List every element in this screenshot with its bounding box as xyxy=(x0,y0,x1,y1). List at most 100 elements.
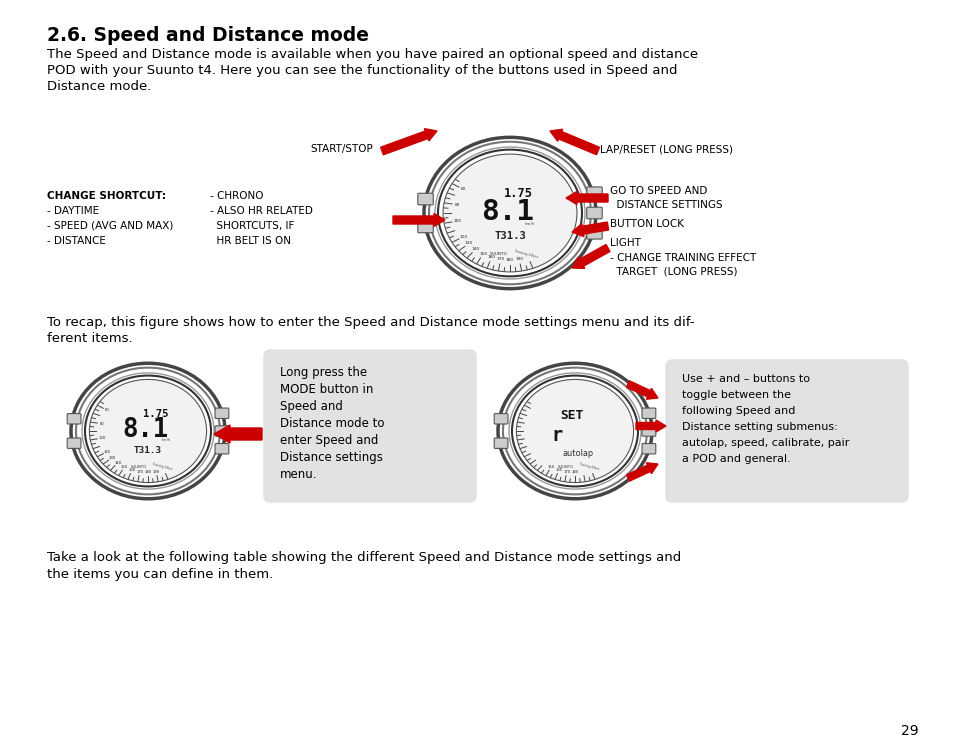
FancyArrow shape xyxy=(393,213,444,227)
Text: 170: 170 xyxy=(562,469,570,473)
Text: 140: 140 xyxy=(471,247,479,251)
Text: 60: 60 xyxy=(460,187,466,191)
Text: Distance setting submenus:: Distance setting submenus: xyxy=(681,422,837,432)
Text: SUUNTO: SUUNTO xyxy=(131,465,147,469)
FancyBboxPatch shape xyxy=(264,350,476,502)
Text: Training Effect: Training Effect xyxy=(513,249,537,259)
Text: - DISTANCE: - DISTANCE xyxy=(47,236,106,246)
Text: CHANGE SHORTCUT:: CHANGE SHORTCUT: xyxy=(47,191,166,201)
Ellipse shape xyxy=(90,380,207,482)
Text: enter Speed and: enter Speed and xyxy=(280,434,378,447)
Text: ferent items.: ferent items. xyxy=(47,332,132,345)
Text: SHORTCUTS, IF: SHORTCUTS, IF xyxy=(210,221,294,231)
FancyBboxPatch shape xyxy=(67,414,81,424)
Text: 1.75: 1.75 xyxy=(143,409,168,420)
Ellipse shape xyxy=(516,380,633,482)
Text: toggle between the: toggle between the xyxy=(681,390,790,400)
Text: 120: 120 xyxy=(459,234,467,239)
Ellipse shape xyxy=(442,154,577,272)
Text: 180: 180 xyxy=(144,470,152,474)
Text: r: r xyxy=(551,426,562,445)
Text: - SPEED (AVG AND MAX): - SPEED (AVG AND MAX) xyxy=(47,221,173,231)
Text: 140: 140 xyxy=(114,460,121,465)
Text: 29: 29 xyxy=(901,724,918,738)
Text: POD with your Suunto t4. Here you can see the functionality of the buttons used : POD with your Suunto t4. Here you can se… xyxy=(47,64,677,77)
Text: 130: 130 xyxy=(109,456,115,460)
Text: the items you can define in them.: the items you can define in them. xyxy=(47,568,273,581)
Text: Take a look at the following table showing the different Speed and Distance mode: Take a look at the following table showi… xyxy=(47,551,680,564)
Text: 180: 180 xyxy=(505,258,514,262)
FancyBboxPatch shape xyxy=(214,444,229,454)
Text: Speed and: Speed and xyxy=(280,400,342,413)
Text: - DAYTIME: - DAYTIME xyxy=(47,206,99,216)
Text: 80: 80 xyxy=(99,422,104,426)
Text: Distance mode to: Distance mode to xyxy=(280,417,384,430)
Text: Use + and – buttons to: Use + and – buttons to xyxy=(681,374,809,384)
Text: 2.6. Speed and Distance mode: 2.6. Speed and Distance mode xyxy=(47,26,369,45)
FancyBboxPatch shape xyxy=(665,360,907,502)
FancyBboxPatch shape xyxy=(494,414,507,424)
Text: T31.3: T31.3 xyxy=(133,447,162,455)
FancyArrow shape xyxy=(565,191,607,205)
FancyArrow shape xyxy=(636,420,665,432)
Text: 80: 80 xyxy=(455,203,459,207)
Text: 100: 100 xyxy=(453,219,460,223)
Text: Distance mode.: Distance mode. xyxy=(47,80,152,93)
Text: 150: 150 xyxy=(547,465,555,469)
Text: km/h: km/h xyxy=(161,438,170,442)
Text: km/h: km/h xyxy=(524,222,535,226)
Text: SET: SET xyxy=(559,409,583,422)
Text: 150: 150 xyxy=(121,465,128,469)
Text: 160: 160 xyxy=(129,468,135,472)
FancyBboxPatch shape xyxy=(417,194,433,205)
Text: 1.75: 1.75 xyxy=(503,187,533,200)
Text: LIGHT: LIGHT xyxy=(609,238,640,248)
Text: START/STOP: START/STOP xyxy=(310,144,373,154)
FancyArrow shape xyxy=(572,222,608,237)
Text: menu.: menu. xyxy=(280,468,317,481)
Text: autolap: autolap xyxy=(562,448,593,457)
Text: BUTTON LOCK: BUTTON LOCK xyxy=(609,219,683,229)
Text: TARGET  (LONG PRESS): TARGET (LONG PRESS) xyxy=(609,267,737,277)
FancyBboxPatch shape xyxy=(67,438,81,448)
FancyBboxPatch shape xyxy=(586,228,601,239)
Text: DISTANCE SETTINGS: DISTANCE SETTINGS xyxy=(609,200,721,210)
FancyBboxPatch shape xyxy=(641,444,655,454)
FancyBboxPatch shape xyxy=(214,408,229,419)
Text: 8.1: 8.1 xyxy=(480,198,533,226)
Text: 130: 130 xyxy=(464,241,473,245)
FancyBboxPatch shape xyxy=(494,438,507,448)
Text: 160: 160 xyxy=(487,256,496,259)
FancyArrow shape xyxy=(626,381,658,399)
FancyBboxPatch shape xyxy=(641,426,655,436)
Text: autolap, speed, calibrate, pair: autolap, speed, calibrate, pair xyxy=(681,438,848,448)
FancyArrow shape xyxy=(550,129,598,155)
Text: SUUNTO: SUUNTO xyxy=(557,465,573,469)
Text: SUUNTO: SUUNTO xyxy=(490,253,508,256)
Text: The Speed and Distance mode is available when you have paired an optional speed : The Speed and Distance mode is available… xyxy=(47,48,698,61)
Text: 160: 160 xyxy=(555,468,562,472)
FancyArrow shape xyxy=(380,129,436,155)
Ellipse shape xyxy=(437,150,581,277)
Text: HR BELT IS ON: HR BELT IS ON xyxy=(210,236,291,246)
Text: LAP/RESET (LONG PRESS): LAP/RESET (LONG PRESS) xyxy=(599,144,732,154)
Ellipse shape xyxy=(85,376,211,486)
Text: 170: 170 xyxy=(136,469,143,473)
Text: 170: 170 xyxy=(497,258,504,262)
Text: 100: 100 xyxy=(98,436,105,440)
Text: 180: 180 xyxy=(571,470,578,474)
Text: GO TO SPEED AND: GO TO SPEED AND xyxy=(609,186,706,196)
Text: 190: 190 xyxy=(152,469,159,473)
Text: T31.3: T31.3 xyxy=(494,231,525,241)
FancyArrow shape xyxy=(213,425,262,443)
Text: 150: 150 xyxy=(478,252,487,256)
Text: To recap, this figure shows how to enter the Speed and Distance mode settings me: To recap, this figure shows how to enter… xyxy=(47,316,694,329)
Text: 190: 190 xyxy=(515,258,523,262)
Text: 60: 60 xyxy=(105,408,110,412)
FancyArrow shape xyxy=(626,463,658,481)
Text: - CHRONO: - CHRONO xyxy=(210,191,263,201)
FancyArrow shape xyxy=(572,244,609,268)
Text: MODE button in: MODE button in xyxy=(280,383,373,396)
Text: a POD and general.: a POD and general. xyxy=(681,454,790,464)
FancyBboxPatch shape xyxy=(586,207,601,218)
